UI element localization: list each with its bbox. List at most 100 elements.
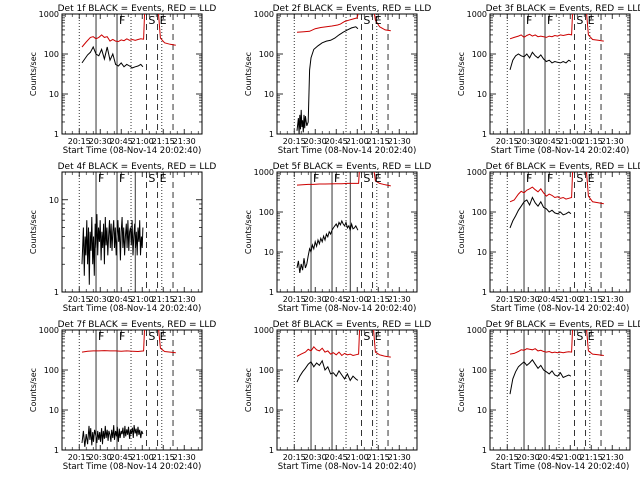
panel-title: Det 6f BLACK = Events, RED = LLD [486, 162, 640, 172]
x-tick-label: 21:15 [152, 137, 175, 146]
x-tick-label: 21:15 [152, 453, 175, 462]
y-tick-label: 1000 [467, 326, 487, 335]
event-marker-label: S [148, 14, 155, 27]
y-axis-label: Counts/sec [244, 368, 253, 412]
panel-title: Det 3f BLACK = Events, RED = LLD [486, 4, 640, 14]
axes-frame [276, 171, 418, 293]
y-axis-label: Counts/sec [457, 368, 466, 412]
x-tick-label: 21:30 [388, 137, 411, 146]
x-axis-label: Start Time (08-Nov-14 20:02:40) [491, 462, 630, 472]
x-tick-label: 21:30 [601, 137, 624, 146]
lld-series-line [296, 330, 391, 358]
x-tick-label: 20:45 [538, 137, 561, 146]
axes-frame [489, 171, 631, 293]
x-tick-label: 21:00 [346, 137, 369, 146]
lld-series-line [296, 172, 391, 187]
panel-det-1: Det 1f BLACK = Events, RED = LLD 1 10 100 10… [29, 4, 216, 156]
x-tick-label: 21:30 [388, 453, 411, 462]
event-marker-label: E [160, 172, 167, 185]
axes-frame [276, 329, 418, 451]
event-marker-label: E [375, 330, 382, 343]
event-marker-label: S [576, 330, 583, 343]
y-axis-label: Counts/sec [457, 52, 466, 96]
y-tick-label: 1000 [39, 10, 59, 19]
x-tick-label: 21:15 [367, 137, 390, 146]
y-tick-label: 100 [44, 366, 59, 375]
y-tick-label: 1000 [254, 10, 274, 19]
lld-series-line [81, 14, 176, 48]
x-axis-label: Start Time (08-Nov-14 20:02:40) [491, 304, 630, 314]
x-tick-label: 20:15 [496, 295, 519, 304]
y-tick-label: 1 [482, 288, 487, 297]
x-tick-label: 20:45 [110, 453, 133, 462]
panel-title: Det 8f BLACK = Events, RED = LLD [273, 320, 432, 330]
x-tick-label: 20:15 [68, 137, 91, 146]
lld-series-line [509, 330, 604, 356]
y-axis-label: Counts/sec [29, 210, 38, 254]
x-tick-label: 20:45 [325, 295, 348, 304]
event-marker-label: E [375, 172, 382, 185]
y-axis-label: Counts/sec [29, 52, 38, 96]
x-tick-label: 20:45 [110, 295, 133, 304]
event-marker-label: F [119, 330, 125, 343]
x-tick-label: 20:15 [283, 137, 306, 146]
event-marker-label: S [363, 330, 370, 343]
x-axis-label: Start Time (08-Nov-14 20:02:40) [278, 146, 417, 156]
x-tick-label: 21:00 [346, 453, 369, 462]
events-series-line [296, 219, 359, 273]
event-marker-label: E [588, 14, 595, 27]
event-marker-label: S [363, 172, 370, 185]
y-tick-label: 10 [264, 248, 274, 257]
lld-series-line [509, 172, 604, 205]
series-group [81, 330, 176, 447]
series-group [296, 14, 391, 134]
y-tick-label: 10 [49, 406, 59, 415]
event-marker-label: S [148, 172, 155, 185]
y-axis-label: Counts/sec [29, 368, 38, 412]
event-marker-label: F [334, 172, 340, 185]
x-tick-label: 20:30 [517, 137, 540, 146]
panel-title: Det 4f BLACK = Events, RED = LLD [58, 162, 217, 172]
event-marker-label: E [160, 330, 167, 343]
events-series-line [509, 51, 572, 71]
y-tick-label: 1000 [39, 326, 59, 335]
y-tick-label: 100 [472, 208, 487, 217]
y-tick-label: 1 [269, 446, 274, 455]
lld-series-line [296, 14, 391, 33]
y-tick-label: 1 [54, 130, 59, 139]
x-tick-label: 21:15 [367, 295, 390, 304]
axes-frame [489, 329, 631, 451]
event-marker-label: E [375, 14, 382, 27]
event-marker-label: S [576, 14, 583, 27]
x-tick-label: 21:00 [559, 295, 582, 304]
lld-series-line [81, 330, 176, 354]
event-marker-label: F [119, 14, 125, 27]
x-tick-label: 21:15 [580, 453, 603, 462]
x-tick-label: 21:30 [601, 295, 624, 304]
events-series-line [81, 45, 144, 69]
panel-title: Det 7f BLACK = Events, RED = LLD [58, 320, 217, 330]
series-group [509, 172, 604, 229]
axes-frame [61, 329, 203, 451]
y-tick-label: 10 [477, 90, 487, 99]
x-tick-label: 20:45 [325, 453, 348, 462]
x-tick-label: 20:15 [283, 295, 306, 304]
y-axis-label: Counts/sec [457, 210, 466, 254]
y-tick-label: 100 [44, 50, 59, 59]
y-tick-label: 1000 [254, 326, 274, 335]
x-tick-label: 20:30 [89, 453, 112, 462]
event-marker-label: S [148, 330, 155, 343]
x-tick-label: 21:00 [131, 453, 154, 462]
y-tick-label: 1 [54, 288, 59, 297]
event-marker-label: F [98, 172, 104, 185]
y-tick-label: 10 [49, 196, 59, 205]
y-axis-label: Counts/sec [244, 52, 253, 96]
x-tick-label: 21:30 [388, 295, 411, 304]
series-group [509, 330, 604, 395]
x-tick-label: 20:30 [304, 295, 327, 304]
event-marker-label: F [98, 330, 104, 343]
event-marker-label: F [313, 172, 319, 185]
x-axis-label: Start Time (08-Nov-14 20:02:40) [63, 462, 202, 472]
y-tick-label: 10 [264, 90, 274, 99]
event-marker-label: F [526, 172, 532, 185]
